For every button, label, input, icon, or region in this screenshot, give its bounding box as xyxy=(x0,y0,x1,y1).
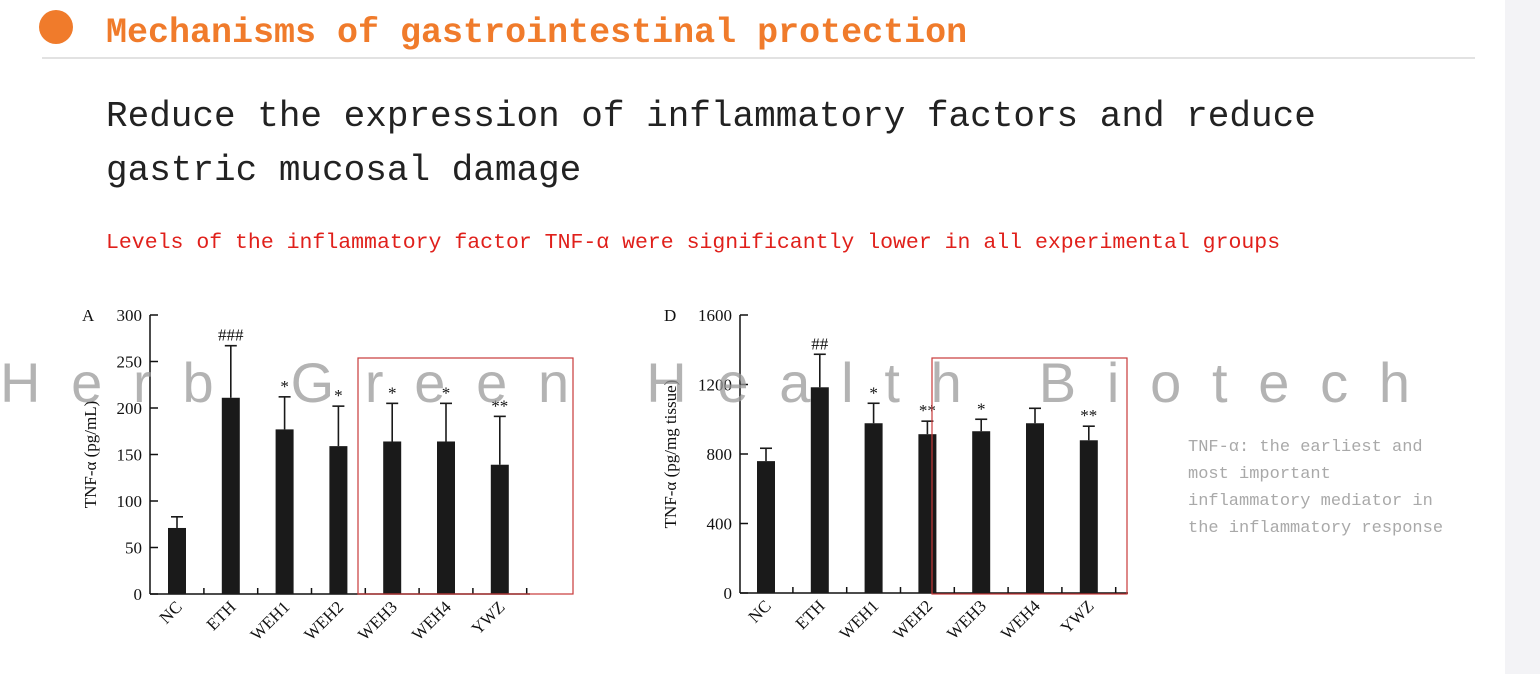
significance-label: ** xyxy=(1080,406,1097,425)
bar xyxy=(329,446,348,594)
subtitle-line: gastric mucosal damage xyxy=(106,150,581,191)
bar xyxy=(918,434,937,593)
bar xyxy=(1079,440,1098,593)
y-tick-label: 0 xyxy=(134,585,143,604)
y-tick-label: 150 xyxy=(117,446,143,465)
highlight-box xyxy=(357,357,574,595)
note-line: the inflammatory response xyxy=(1188,519,1443,538)
error-bar xyxy=(278,396,291,430)
bar xyxy=(490,464,509,594)
significance-label: * xyxy=(334,386,343,405)
error-bar xyxy=(1029,407,1041,424)
significance-label: * xyxy=(280,377,289,396)
bar xyxy=(168,527,186,594)
y-tick-label: 800 xyxy=(707,445,733,464)
significance-label: * xyxy=(977,399,986,418)
error-bar xyxy=(1082,425,1095,441)
error-bar xyxy=(975,418,988,432)
error-bar xyxy=(493,415,506,465)
panel-label: A xyxy=(82,306,95,325)
panel-label: D xyxy=(664,306,676,325)
error-bar xyxy=(867,402,880,424)
note-line: most important xyxy=(1188,465,1331,484)
significance-label: * xyxy=(869,383,878,402)
significance-label: * xyxy=(442,383,451,402)
y-axis-label: TNF-α (pg/mL) xyxy=(81,401,100,509)
significance-label: * xyxy=(388,383,397,402)
y-tick-label: 100 xyxy=(117,492,143,511)
bar xyxy=(1026,423,1044,593)
side-note: TNF-α: the earliest and most important inf… xyxy=(1188,438,1443,538)
error-bar xyxy=(224,344,237,398)
y-tick-label: 0 xyxy=(724,584,733,603)
slide-title: Mechanisms of gastrointestinal protectio… xyxy=(106,13,967,53)
bar xyxy=(757,461,775,593)
y-tick-label: 200 xyxy=(117,399,143,418)
significance-label: ## xyxy=(811,334,829,353)
y-tick-label: 300 xyxy=(117,306,143,325)
error-bar xyxy=(760,447,772,462)
bar xyxy=(275,429,294,594)
y-tick-label: 250 xyxy=(117,353,143,372)
error-bar xyxy=(171,516,183,528)
y-tick-label: 1600 xyxy=(698,306,732,325)
bar xyxy=(972,431,991,593)
error-bar xyxy=(332,405,345,447)
note-line: inflammatory mediator in xyxy=(1188,492,1433,511)
bar xyxy=(221,397,240,594)
highlight-box xyxy=(931,357,1128,595)
error-bar xyxy=(813,353,826,388)
y-tick-label: 50 xyxy=(125,539,142,558)
y-tick-label: 1200 xyxy=(698,376,732,395)
bar xyxy=(383,441,402,594)
error-bar xyxy=(386,402,399,442)
bar xyxy=(810,387,829,593)
note-line: TNF-α: the earliest and xyxy=(1188,438,1423,457)
bar xyxy=(437,441,455,594)
highlight-text: Levels of the inflammatory factor TNF-α … xyxy=(106,231,1280,255)
y-tick-label: 400 xyxy=(707,515,733,534)
error-bar xyxy=(440,402,452,442)
side-strip xyxy=(1505,0,1540,674)
subtitle-line: Reduce the expression of inflammatory fa… xyxy=(106,96,1316,137)
significance-label: ** xyxy=(491,396,508,415)
bar xyxy=(864,423,883,593)
significance-label: ### xyxy=(218,326,244,345)
bullet xyxy=(39,10,73,44)
y-axis-label: TNF-α (pg/mg tissue) xyxy=(661,380,680,529)
